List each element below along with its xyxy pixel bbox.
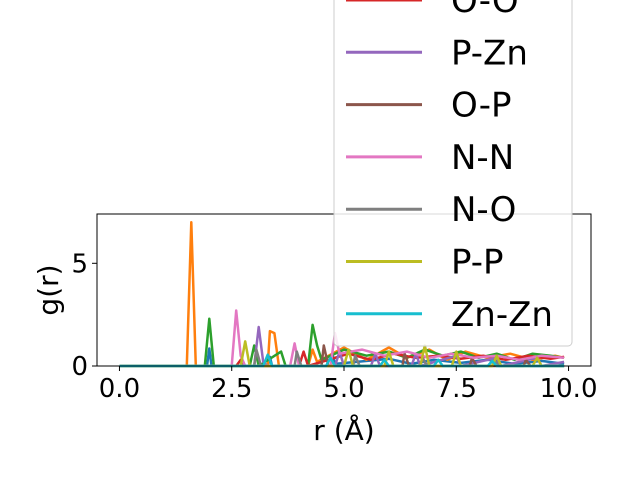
x-tick-label: 2.5 xyxy=(211,374,252,404)
y-axis: 05 xyxy=(71,249,97,382)
legend-label-n-o: N-O xyxy=(451,190,516,230)
legend-label-p-p: P-P xyxy=(451,243,504,283)
x-axis-label: r (Å) xyxy=(313,413,374,447)
legend-box xyxy=(333,0,573,347)
series-line-zn-zn xyxy=(119,353,565,368)
legend-label-o-p: O-P xyxy=(451,86,511,126)
x-tick-label: 5.0 xyxy=(323,374,364,404)
legend: O-O P-Zn O-P N-N N-O P-P Zn-Zn xyxy=(333,0,573,347)
x-axis: 0.0 2.5 5.0 7.5 10.0 xyxy=(99,366,598,404)
x-tick-label: 7.5 xyxy=(436,374,477,404)
legend-label-p-zn: P-Zn xyxy=(451,33,528,73)
x-tick-label: 10.0 xyxy=(540,374,598,404)
x-tick-label: 0.0 xyxy=(99,374,140,404)
legend-label-o-o: O-O xyxy=(451,0,519,21)
y-tick-label: 0 xyxy=(71,352,88,382)
legend-label-zn-zn: Zn-Zn xyxy=(451,295,553,335)
legend-label-n-n: N-N xyxy=(451,138,514,178)
y-tick-label: 5 xyxy=(71,249,88,279)
y-axis-label: g(r) xyxy=(32,264,65,315)
